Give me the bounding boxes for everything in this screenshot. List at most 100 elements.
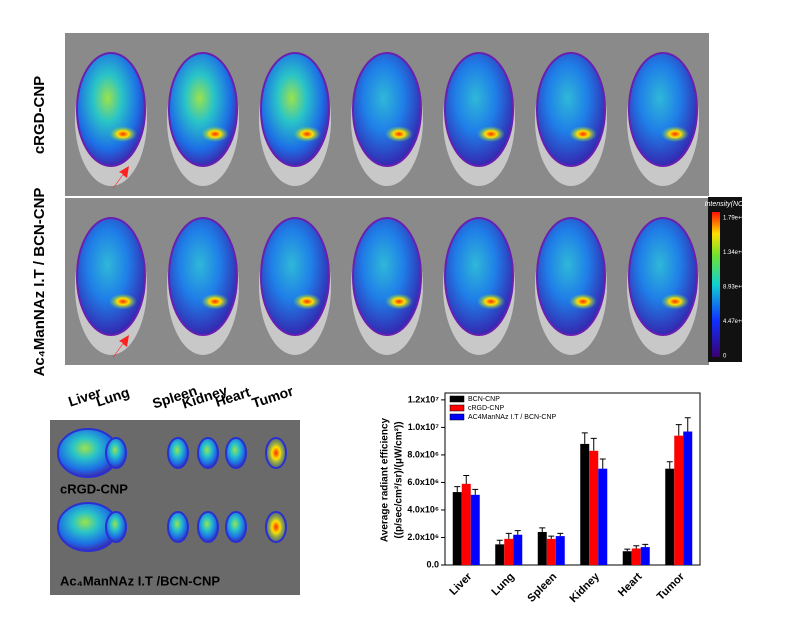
in-vivo-images bbox=[65, 33, 709, 365]
plot-frame bbox=[444, 392, 701, 566]
row-label: Ac₄ManNAz I.T / BCN-CNP bbox=[31, 188, 48, 377]
hotspot bbox=[477, 126, 505, 143]
error-bar bbox=[505, 532, 512, 539]
bar-chart: 0.0 2.0x10⁶ 4.0x10⁶ 6.0x10⁶ 8.0x10⁶ 1.0x10⁷ 1.… bbox=[380, 392, 701, 605]
error-bar bbox=[557, 532, 564, 537]
x-tick-label: Heart bbox=[616, 570, 645, 599]
x-tick-label: Kidney bbox=[567, 570, 602, 605]
error-bar bbox=[642, 543, 649, 548]
error-bar bbox=[463, 475, 470, 484]
colorbar-label: 4.47e+003 bbox=[723, 319, 752, 325]
y-tick-label: 8.0x10⁶ bbox=[407, 449, 439, 459]
signal bbox=[168, 217, 238, 336]
bar bbox=[555, 536, 565, 565]
hotspot bbox=[109, 293, 137, 310]
bar bbox=[470, 494, 480, 565]
signal bbox=[352, 217, 422, 336]
hotspot bbox=[661, 126, 689, 143]
bar bbox=[495, 544, 505, 565]
bar bbox=[546, 538, 556, 565]
y-tick-label: 1.2x10⁷ bbox=[408, 394, 440, 404]
x-tick-label: Spleen bbox=[525, 571, 559, 605]
error-bar bbox=[624, 548, 631, 552]
legend-label: cRGD-CNP bbox=[468, 405, 504, 412]
organ bbox=[167, 511, 189, 543]
bar bbox=[452, 492, 462, 565]
y-tick-label: 6.0x10⁶ bbox=[407, 477, 439, 487]
bar bbox=[461, 483, 471, 565]
bar bbox=[622, 551, 632, 565]
legend-swatch bbox=[449, 395, 465, 403]
organ bbox=[105, 437, 127, 469]
y-tick-label: 2.0x10⁶ bbox=[407, 532, 439, 542]
bar bbox=[598, 468, 608, 565]
error-bar bbox=[684, 417, 691, 432]
hotspot bbox=[201, 293, 229, 310]
error-bar bbox=[675, 424, 682, 436]
colorbar-label: 0 bbox=[723, 354, 727, 360]
signal bbox=[260, 217, 330, 336]
signal bbox=[76, 52, 146, 167]
organ bbox=[225, 511, 247, 543]
error-bar bbox=[581, 432, 588, 444]
colorbar-label: 1.34e+004 bbox=[723, 250, 752, 256]
organ bbox=[265, 511, 287, 543]
arrow bbox=[113, 166, 129, 189]
ex-vivo-label: Ac₄ManNAz I.T /BCN-CNP bbox=[60, 573, 220, 588]
y-tick-label: 0.0 bbox=[426, 559, 439, 569]
bar bbox=[513, 534, 523, 565]
error-bar bbox=[599, 458, 606, 469]
error-bar bbox=[539, 527, 546, 532]
hotspot bbox=[293, 293, 321, 310]
signal bbox=[260, 52, 330, 167]
bar bbox=[665, 468, 675, 565]
signal bbox=[76, 217, 146, 336]
y-tick-label: 1.0x10⁷ bbox=[408, 422, 440, 432]
organ bbox=[225, 437, 247, 469]
bar bbox=[683, 431, 693, 565]
hotspot bbox=[477, 293, 505, 310]
hotspot bbox=[569, 293, 597, 310]
error-bar bbox=[666, 461, 673, 469]
signal bbox=[352, 52, 422, 167]
hotspot bbox=[385, 293, 413, 310]
error-bar bbox=[590, 437, 597, 451]
signal bbox=[168, 52, 238, 167]
y-axis-label: ((p/sec/cm²/sr)/(μW/cm²)) bbox=[394, 421, 405, 538]
error-bar bbox=[633, 545, 640, 549]
arrow bbox=[113, 335, 129, 358]
bar bbox=[631, 548, 641, 565]
organ-label: Lung bbox=[94, 384, 131, 410]
legend-swatch bbox=[449, 413, 465, 421]
hotspot bbox=[661, 293, 689, 310]
signal bbox=[628, 217, 698, 336]
organ bbox=[197, 511, 219, 543]
error-bar bbox=[454, 486, 461, 493]
bar bbox=[537, 531, 547, 565]
x-tick-label: Tumor bbox=[655, 570, 688, 603]
hotspot bbox=[293, 126, 321, 143]
bar bbox=[580, 443, 590, 565]
organ bbox=[167, 437, 189, 469]
legend-label: AC4ManNAz I.T / BCN-CNP bbox=[468, 414, 556, 421]
colorbar-label: 1.79e+004 bbox=[723, 216, 752, 222]
y-tick-label: 4.0x10⁶ bbox=[407, 504, 439, 514]
hotspot bbox=[569, 126, 597, 143]
hotspot bbox=[385, 126, 413, 143]
signal bbox=[444, 217, 514, 336]
error-bar bbox=[472, 488, 479, 495]
organ-label: Tumor bbox=[250, 382, 296, 411]
hotspot bbox=[109, 126, 137, 143]
colorbar-title: Intensity(NC) bbox=[705, 201, 746, 208]
error-bar bbox=[514, 530, 521, 535]
legend-label: BCN-CNP bbox=[468, 396, 500, 403]
ex-vivo-label: cRGD-CNP bbox=[60, 481, 128, 496]
x-tick-label: Lung bbox=[489, 571, 516, 598]
signal bbox=[536, 52, 606, 167]
legend-swatch bbox=[449, 404, 465, 412]
colorbar-label: 8.93e+003 bbox=[723, 285, 752, 291]
colorbar bbox=[712, 212, 720, 357]
row-label: cRGD-CNP bbox=[31, 76, 48, 154]
organ bbox=[105, 511, 127, 543]
